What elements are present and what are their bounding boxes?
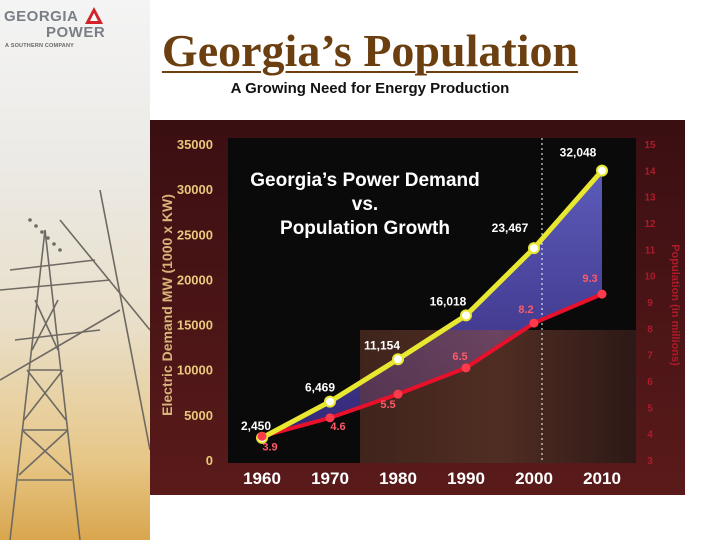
x-tick-label: 1990 <box>447 469 485 488</box>
y2-axis-label: Population (in millions) <box>669 244 681 366</box>
logo-tagline: A SOUTHERN COMPANY <box>5 43 74 49</box>
population-point <box>257 431 267 441</box>
y2-tick-label: 13 <box>644 193 656 204</box>
page-subtitle: A Growing Need for Energy Production <box>230 80 510 97</box>
demand-point <box>460 309 472 322</box>
population-data-label: 8.2 <box>518 304 533 316</box>
x-tick-label: 1970 <box>311 469 349 488</box>
y2-tick-label: 15 <box>644 140 656 151</box>
logo-triangle-icon <box>85 7 103 24</box>
y-tick-label: 25000 <box>177 227 213 242</box>
population-line <box>261 292 603 439</box>
population-data-label: 9.3 <box>582 273 597 285</box>
y-tick-label: 15000 <box>177 318 213 333</box>
population-data-label: 6.5 <box>452 351 467 363</box>
y2-tick-label: 10 <box>644 272 656 283</box>
y2-tick-label: 14 <box>644 166 656 177</box>
chart-title-line-1: Georgia’s Power Demand <box>250 170 479 191</box>
y2-tick-label: 7 <box>647 351 653 362</box>
y-tick-label: 30000 <box>177 182 213 197</box>
population-data-label: 3.9 <box>262 441 277 453</box>
logo-line-georgia: GEORGIA <box>4 8 79 25</box>
population-point <box>597 289 607 299</box>
demand-data-label: 16,018 <box>430 294 467 308</box>
y2-tick-label: 3 <box>647 456 653 467</box>
demand-data-label: 2,450 <box>241 419 271 433</box>
y-tick-label: 10000 <box>177 363 213 378</box>
logo-line-power: POWER <box>46 24 106 41</box>
y-tick-label: 20000 <box>177 272 213 287</box>
y2-tick-label: 6 <box>647 377 653 388</box>
page-title: Georgia’s Population <box>161 25 579 76</box>
x-tick-label: 1960 <box>243 469 281 488</box>
population-point <box>325 413 335 423</box>
demand-point <box>528 242 540 255</box>
y-tick-label: 0 <box>206 453 213 468</box>
population-data-label: 4.6 <box>330 421 345 433</box>
chart-marks: 0 5000 10000 15000 20000 25000 30000 35000 3 4 5 6 7… <box>177 137 656 488</box>
population-point <box>393 389 403 399</box>
georgia-power-logo: GEORGIA POWER A SOUTHERN COMPANY <box>2 2 130 54</box>
y2-tick-label: 4 <box>647 430 653 441</box>
y-axis-label: Electric Demand MW (1000 x KW) <box>159 194 175 416</box>
demand-data-label: 6,469 <box>305 381 335 395</box>
y2-tick-label: 11 <box>645 245 656 256</box>
chart-title-line-2: vs. <box>352 194 378 215</box>
demand-area-fill <box>262 170 602 438</box>
y2-tick-label: 5 <box>647 403 653 414</box>
power-vs-population-chart: Georgia’s Power Demand vs. Population Gr… <box>150 120 685 495</box>
demand-point <box>324 395 336 408</box>
demand-data-label: 32,048 <box>560 146 597 160</box>
population-point <box>461 363 471 373</box>
y2-tick-label: 8 <box>647 324 653 335</box>
y-tick-label: 35000 <box>177 137 213 152</box>
power-tower-image <box>0 190 150 540</box>
chart-frame: Georgia’s Power Demand vs. Population Gr… <box>150 120 685 495</box>
demand-point <box>392 353 404 366</box>
demand-data-label: 11,154 <box>364 338 400 352</box>
demand-point <box>596 164 608 177</box>
side-background <box>0 0 150 540</box>
population-point <box>529 318 539 328</box>
y2-tick-label: 9 <box>647 298 653 309</box>
y2-tick-label: 12 <box>644 219 656 230</box>
y-tick-label: 5000 <box>184 408 213 423</box>
x-tick-label: 2010 <box>583 469 621 488</box>
population-data-label: 5.5 <box>380 399 395 411</box>
demand-data-label: 23,467 <box>492 221 529 235</box>
x-tick-label: 1980 <box>379 469 417 488</box>
x-tick-label: 2000 <box>515 469 553 488</box>
demand-line <box>260 169 604 441</box>
chart-title-line-3: Population Growth <box>280 218 450 239</box>
chart-title: Georgia’s Power Demand vs. Population Gr… <box>250 170 479 239</box>
